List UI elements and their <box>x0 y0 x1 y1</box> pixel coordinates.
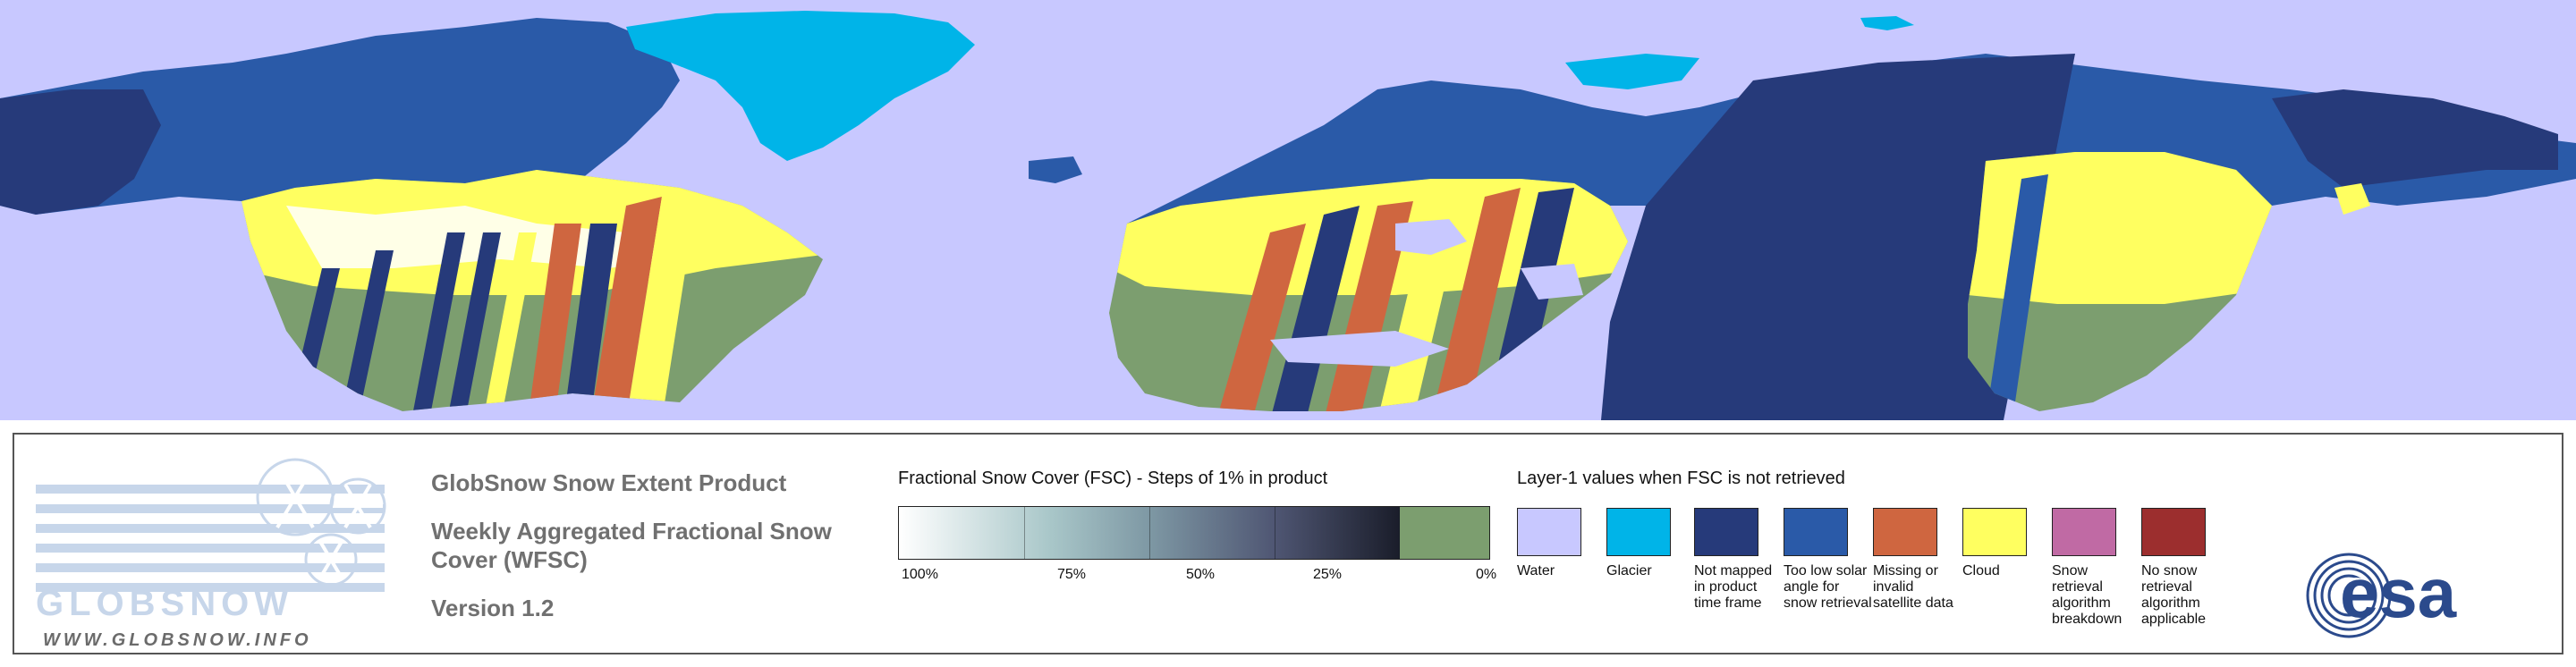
product-title: GlobSnow Snow Extent Product <box>431 469 787 496</box>
fsc-tick-mark <box>1024 507 1026 559</box>
layer1-item: Snow retrieval algorithm breakdown <box>2052 508 2141 628</box>
layer1-swatch <box>1606 508 1671 556</box>
fsc-legend: Fractional Snow Cover (FSC) - Steps of 1… <box>898 469 1506 582</box>
globsnow-logo-text: GLOBSNOW <box>36 584 293 623</box>
layer1-item: No snow retrieval algorithm applicable <box>2141 508 2231 628</box>
layer1-item: Cloud <box>1962 508 2052 579</box>
product-subtitle: Weekly Aggregated Fractional Snow Cover … <box>431 517 878 574</box>
fsc-colorbar <box>898 506 1490 560</box>
layer1-label: Not mapped in product time frame <box>1694 563 1773 611</box>
layer1-swatch <box>1873 508 1937 556</box>
layer1-swatch <box>2141 508 2206 556</box>
layer1-label: Snow retrieval algorithm breakdown <box>2052 563 2123 627</box>
globsnow-logo: GLOBSNOW WWW.GLOBSNOW.INFO <box>36 443 411 651</box>
product-version: Version 1.2 <box>431 595 555 621</box>
product-title-block: GlobSnow Snow Extent Product Weekly Aggr… <box>431 469 878 622</box>
fsc-tick-label: 25% <box>1313 567 1343 582</box>
globsnow-url: WWW.GLOBSNOW.INFO <box>43 630 312 650</box>
fsc-tick-label: 75% <box>1057 567 1087 582</box>
fsc-tick-labels: 100% 75% 50% 25% 0% <box>898 567 1506 588</box>
layer1-swatch <box>1784 508 1848 556</box>
layer1-legend-title: Layer-1 values when FSC is not retrieved <box>1517 469 1845 488</box>
fsc-tick-mark <box>1149 507 1151 559</box>
layer1-label: Missing or invalid satellite data <box>1873 563 1953 611</box>
layer1-label: No snow retrieval algorithm applicable <box>2141 563 2207 627</box>
layer1-item: Too low solar angle for snow retrieval <box>1784 508 1873 612</box>
layer1-swatch <box>2052 508 2116 556</box>
fsc-legend-title: Fractional Snow Cover (FSC) - Steps of 1… <box>898 469 1328 488</box>
fsc-tick-label: 50% <box>1186 567 1216 582</box>
layer1-item: Water <box>1517 508 1606 579</box>
fsc-tick-label: 0% <box>1476 567 1497 582</box>
layer1-item: Glacier <box>1606 508 1696 579</box>
esa-logo-text: esa <box>2340 553 2457 632</box>
layer1-item: Missing or invalid satellite data <box>1873 508 1962 612</box>
fsc-zero-swatch <box>1400 507 1489 559</box>
layer1-label: Glacier <box>1606 563 1652 578</box>
layer1-legend: Layer-1 values when FSC is not retrieved… <box>1517 469 2250 627</box>
esa-logo: esa <box>2304 551 2555 640</box>
layer1-label: Water <box>1517 563 1555 578</box>
layer1-swatch <box>1517 508 1581 556</box>
fsc-gradient <box>899 507 1400 559</box>
product-subtitle-line2: Cover (WFSC) <box>431 546 588 573</box>
product-subtitle-line1: Weekly Aggregated Fractional Snow <box>431 518 832 545</box>
layer1-label: Cloud <box>1962 563 2000 578</box>
layer1-label: Too low solar angle for snow retrieval <box>1784 563 1872 611</box>
legend-panel: GLOBSNOW WWW.GLOBSNOW.INFO GlobSnow Snow… <box>13 433 2563 654</box>
layer1-item: Not mapped in product time frame <box>1694 508 1784 612</box>
snow-cover-map <box>0 0 2576 420</box>
fsc-tick-label: 100% <box>902 567 938 582</box>
layer1-swatch <box>1962 508 2027 556</box>
layer1-swatch <box>1694 508 1758 556</box>
